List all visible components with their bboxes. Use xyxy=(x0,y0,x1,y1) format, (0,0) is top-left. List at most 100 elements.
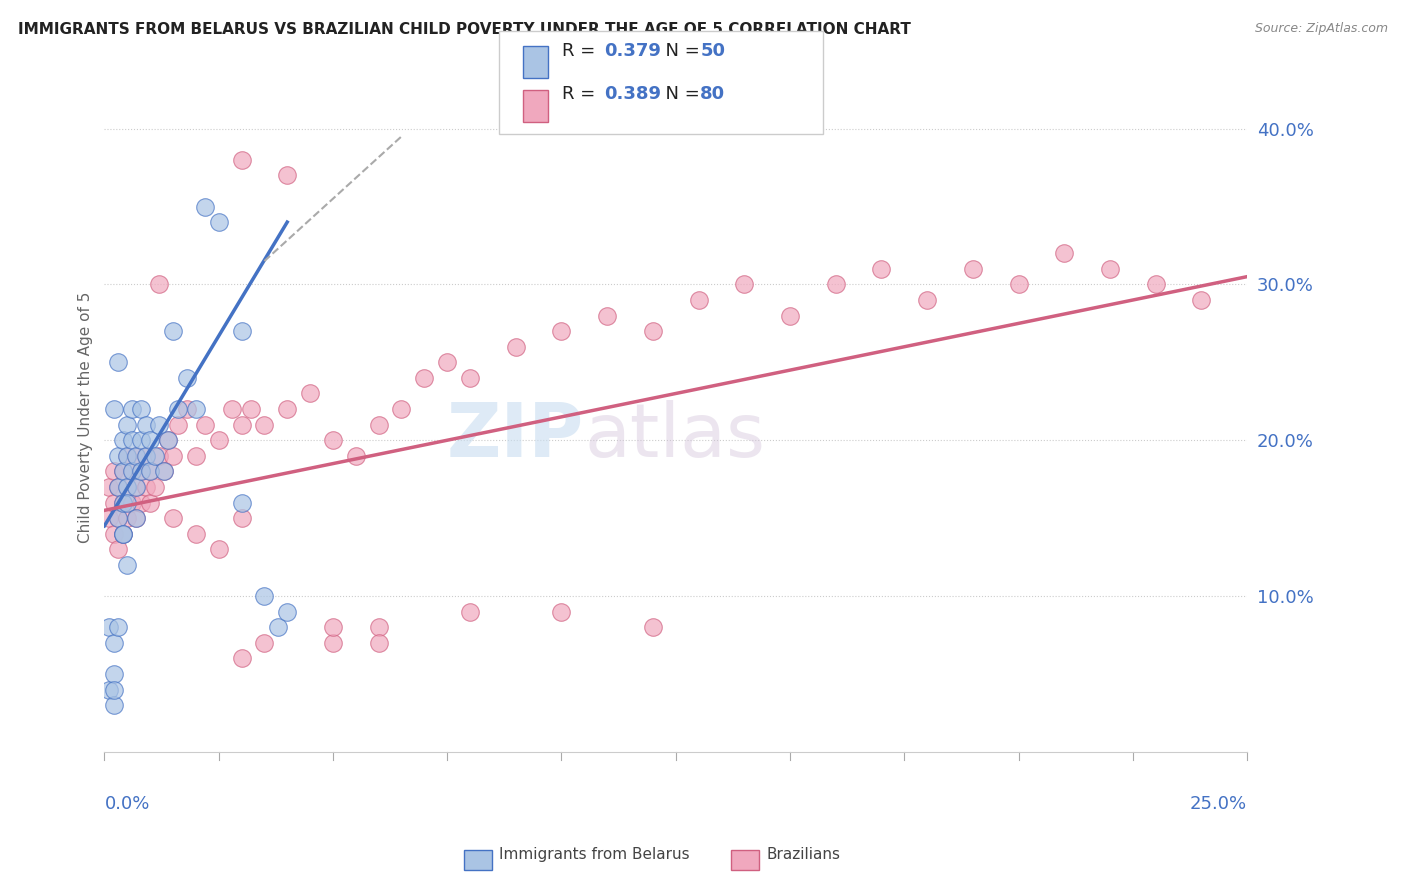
Point xyxy=(1098,261,1121,276)
Point xyxy=(184,526,207,541)
Point xyxy=(107,620,129,634)
Text: 0.379: 0.379 xyxy=(605,42,661,61)
Point xyxy=(1189,293,1212,307)
Text: Source: ZipAtlas.com: Source: ZipAtlas.com xyxy=(1254,22,1388,36)
Point xyxy=(344,449,367,463)
Point xyxy=(121,464,143,478)
Point xyxy=(103,495,125,509)
Point xyxy=(143,480,166,494)
Point xyxy=(111,495,134,509)
Point xyxy=(139,464,162,478)
Text: atlas: atlas xyxy=(585,401,765,474)
Point xyxy=(107,449,129,463)
Text: 50: 50 xyxy=(700,42,725,61)
Point xyxy=(166,402,188,417)
Point xyxy=(322,434,344,448)
Point xyxy=(870,261,893,276)
Point xyxy=(231,324,253,338)
Text: N =: N = xyxy=(654,86,706,103)
Point xyxy=(253,636,276,650)
Point xyxy=(458,371,481,385)
Point xyxy=(107,511,129,525)
Point xyxy=(107,480,129,494)
Point xyxy=(779,309,801,323)
Point xyxy=(641,324,664,338)
Point xyxy=(103,698,125,712)
Point xyxy=(253,589,276,603)
Point xyxy=(111,495,134,509)
Point xyxy=(436,355,458,369)
Point xyxy=(111,526,134,541)
Point xyxy=(162,449,184,463)
Point xyxy=(208,542,231,557)
Point xyxy=(153,464,176,478)
Point xyxy=(115,495,138,509)
Point xyxy=(115,511,138,525)
Point xyxy=(115,480,138,494)
Point xyxy=(239,402,262,417)
Point xyxy=(367,636,389,650)
Point xyxy=(458,605,481,619)
Point xyxy=(107,480,129,494)
Point xyxy=(121,495,143,509)
Point xyxy=(129,464,152,478)
Point xyxy=(276,402,298,417)
Point xyxy=(107,511,129,525)
Point xyxy=(194,200,217,214)
Point xyxy=(231,651,253,665)
Point xyxy=(962,261,984,276)
Point xyxy=(103,682,125,697)
Point xyxy=(162,511,184,525)
Text: ZIP: ZIP xyxy=(447,401,585,474)
Point xyxy=(111,526,134,541)
Text: Immigrants from Belarus: Immigrants from Belarus xyxy=(499,847,690,862)
Point xyxy=(176,371,198,385)
Point xyxy=(184,449,207,463)
Point xyxy=(134,449,156,463)
Point xyxy=(688,293,710,307)
Point xyxy=(107,542,129,557)
Point xyxy=(733,277,755,292)
Point xyxy=(148,417,170,432)
Point xyxy=(413,371,436,385)
Point xyxy=(1144,277,1167,292)
Point xyxy=(276,169,298,183)
Text: R =: R = xyxy=(562,42,602,61)
Text: N =: N = xyxy=(654,42,706,61)
Point xyxy=(129,434,152,448)
Point xyxy=(97,620,120,634)
Point xyxy=(111,526,134,541)
Text: IMMIGRANTS FROM BELARUS VS BRAZILIAN CHILD POVERTY UNDER THE AGE OF 5 CORRELATIO: IMMIGRANTS FROM BELARUS VS BRAZILIAN CHI… xyxy=(18,22,911,37)
Point xyxy=(184,402,207,417)
Point xyxy=(97,682,120,697)
Point xyxy=(148,449,170,463)
Point xyxy=(208,434,231,448)
Point xyxy=(231,153,253,167)
Point xyxy=(134,417,156,432)
Point xyxy=(115,480,138,494)
Point xyxy=(125,480,148,494)
Point xyxy=(125,511,148,525)
Text: 80: 80 xyxy=(700,86,725,103)
Point xyxy=(322,620,344,634)
Point xyxy=(115,417,138,432)
Point xyxy=(550,605,572,619)
Point xyxy=(1053,246,1076,260)
Point xyxy=(111,464,134,478)
Point xyxy=(121,464,143,478)
Point xyxy=(121,434,143,448)
Point xyxy=(111,434,134,448)
Point xyxy=(641,620,664,634)
Point xyxy=(115,558,138,572)
Point xyxy=(176,402,198,417)
Point xyxy=(103,636,125,650)
Point xyxy=(1007,277,1029,292)
Point xyxy=(125,480,148,494)
Point xyxy=(231,495,253,509)
Text: 0.389: 0.389 xyxy=(605,86,662,103)
Point xyxy=(107,355,129,369)
Point xyxy=(111,464,134,478)
Point xyxy=(231,511,253,525)
Point xyxy=(125,449,148,463)
Text: R =: R = xyxy=(562,86,602,103)
